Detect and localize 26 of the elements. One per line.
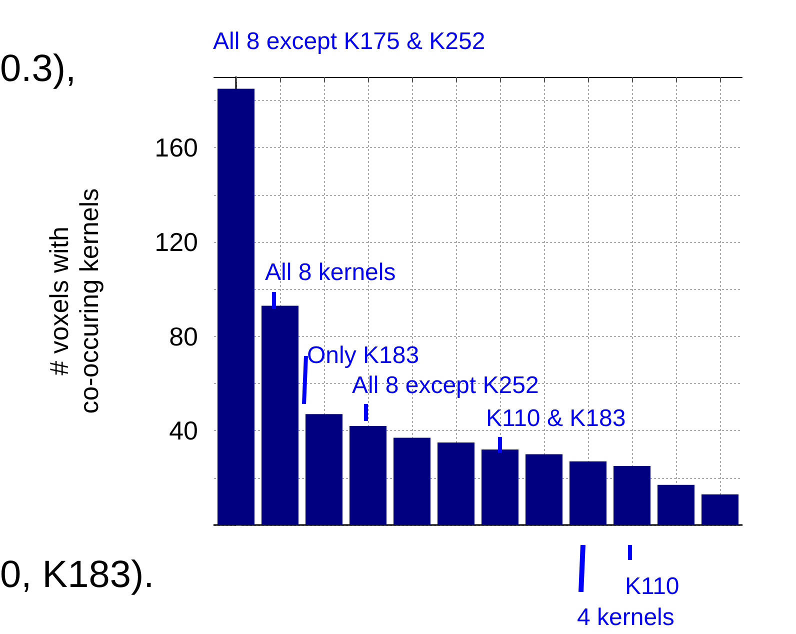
bar (438, 442, 474, 525)
annotation: K110 & K183 (486, 404, 626, 432)
y-tick-label: 40 (169, 416, 198, 446)
bar (526, 454, 562, 525)
annotation: Only K183 (307, 342, 420, 370)
bar (482, 450, 518, 525)
text: 4 kernels (577, 604, 674, 631)
text: 0, K183). (0, 554, 154, 596)
bar (350, 426, 386, 525)
text: K110 (625, 573, 680, 600)
y-tick-label: 120 (154, 227, 198, 258)
text: 0.3), (0, 48, 76, 90)
annotation: All 8 except K252 (352, 372, 539, 399)
bar (306, 414, 342, 525)
annotation: All 8 kernels (265, 258, 396, 286)
bar (394, 438, 430, 525)
y-tick-label: 160 (154, 132, 198, 163)
bar (614, 466, 650, 525)
y-tick-label: 80 (169, 321, 198, 352)
bar (658, 484, 694, 525)
bar (262, 306, 298, 525)
bar (218, 88, 254, 525)
text: All 8 except K175 & K252 (213, 28, 486, 55)
y-axis-title: # voxels with co-occuring kernels (44, 188, 104, 414)
bar (702, 494, 738, 525)
bar (570, 461, 606, 525)
